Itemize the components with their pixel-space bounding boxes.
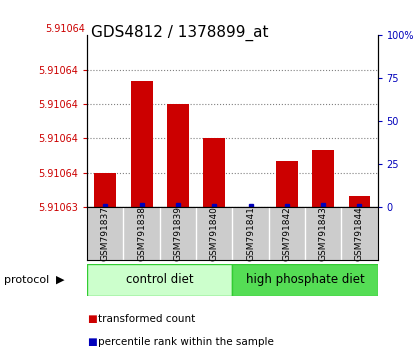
Bar [95,173,116,207]
Text: GSM791841: GSM791841 [246,206,255,261]
Text: GSM791842: GSM791842 [282,206,291,261]
Text: GSM791843: GSM791843 [319,206,328,261]
Bar [276,161,298,207]
Text: GSM791837: GSM791837 [101,206,110,261]
Text: GDS4812 / 1378899_at: GDS4812 / 1378899_at [91,25,269,41]
Text: 5.91064: 5.91064 [45,24,85,34]
Bar [203,138,225,207]
FancyBboxPatch shape [232,264,378,296]
Text: percentile rank within the sample: percentile rank within the sample [98,337,273,347]
Text: ▶: ▶ [56,275,64,285]
Text: GSM791840: GSM791840 [210,206,219,261]
Bar [131,81,152,207]
Text: GSM791839: GSM791839 [173,206,183,261]
Text: high phosphate diet: high phosphate diet [246,273,364,286]
Text: transformed count: transformed count [98,314,195,324]
Text: ■: ■ [87,337,97,347]
Text: GSM791844: GSM791844 [355,206,364,261]
FancyBboxPatch shape [87,264,232,296]
Text: control diet: control diet [126,273,193,286]
Text: protocol: protocol [4,275,49,285]
Bar [349,196,370,207]
Text: ■: ■ [87,314,97,324]
Text: GSM791838: GSM791838 [137,206,146,261]
Bar [167,104,189,207]
Bar [312,150,334,207]
